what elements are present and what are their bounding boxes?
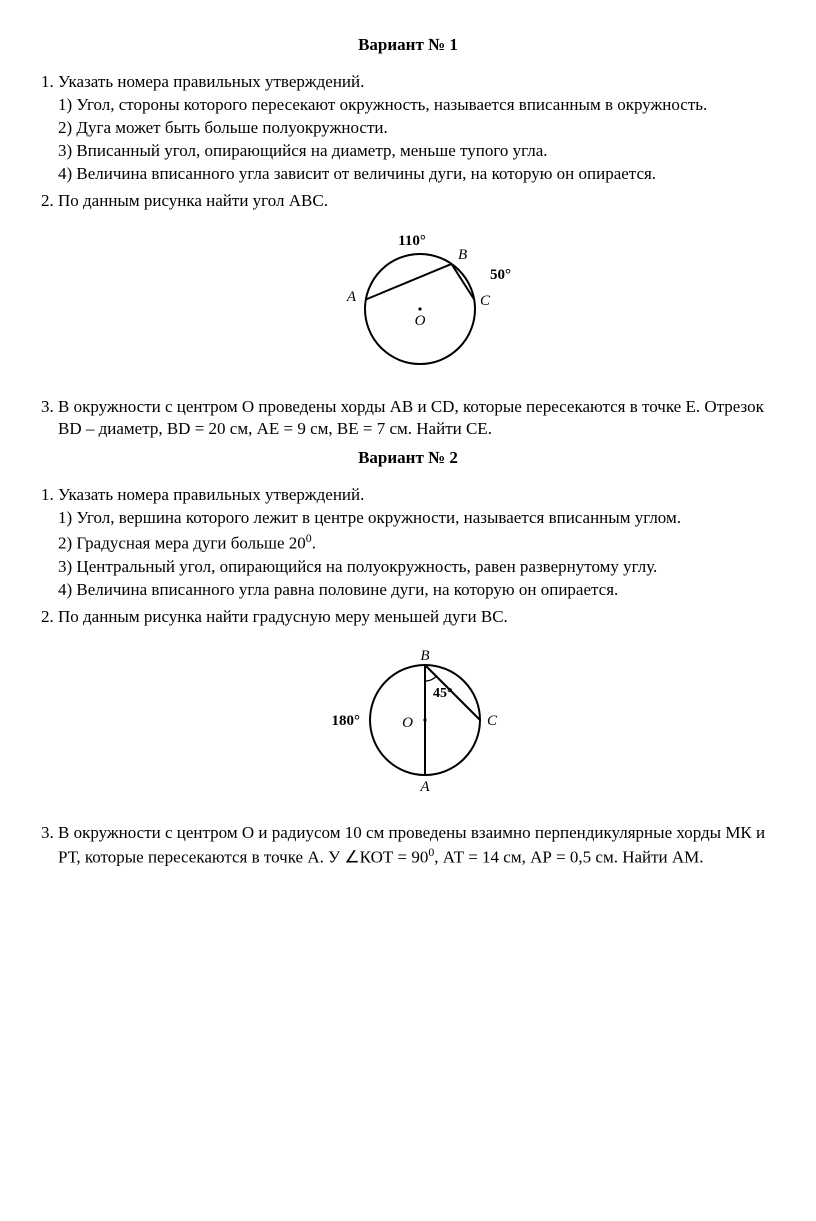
v2-q1-intro: Указать номера правильных утверждений.: [58, 485, 364, 504]
v2-q3-c: , АТ = 14 см, АР = 0,5 см. Найти АМ.: [434, 848, 703, 867]
v1-q1-s2: 2) Дуга может быть больше полуокружности…: [58, 117, 782, 140]
fig1-label-o: O: [415, 313, 426, 329]
v1-q3-text: В окружности с центром О проведены хорды…: [58, 397, 764, 439]
fig2-angle45: 45°: [433, 686, 453, 701]
v1-q1-s3: 3) Вписанный угол, опирающийся на диамет…: [58, 140, 782, 163]
fig2-arc180: 180°: [332, 713, 361, 729]
v2-q1-s3: 3) Центральный угол, опирающийся на полу…: [58, 556, 782, 579]
variant2-title: Вариант № 2: [34, 447, 782, 470]
circle-diagram-2: B A C O 45° 180°: [320, 635, 520, 805]
fig1-label-b: B: [458, 247, 467, 263]
fig1-arc110: 110°: [398, 233, 426, 249]
circle-diagram-1: A B C O 110° 50°: [320, 219, 520, 379]
fig1-label-c: C: [480, 293, 491, 309]
v1-q1-intro: Указать номера правильных утверждений.: [58, 72, 364, 91]
v2-q2-text: По данным рисунка найти градусную меру м…: [58, 607, 508, 626]
v1-q1: Указать номера правильных утверждений. 1…: [58, 71, 782, 186]
v2-q2: По данным рисунка найти градусную меру м…: [58, 606, 782, 812]
variant2-tasks: Указать номера правильных утверждений. 1…: [34, 484, 782, 870]
v2-q1-s2: 2) Градусная мера дуги больше 200.: [58, 530, 782, 556]
v2-q1-s4: 4) Величина вписанного угла равна полови…: [58, 579, 782, 602]
v2-figure: B A C O 45° 180°: [58, 635, 782, 812]
fig1-label-a: A: [346, 289, 357, 305]
v1-q2-text: По данным рисунка найти угол АВС.: [58, 191, 328, 210]
variant1-title: Вариант № 1: [34, 34, 782, 57]
v2-q1-s1: 1) Угол, вершина которого лежит в центре…: [58, 507, 782, 530]
fig2-label-a: A: [419, 779, 430, 795]
v2-q1-s2-a: 2) Градусная мера дуги больше 20: [58, 534, 306, 553]
v1-q3: В окружности с центром О проведены хорды…: [58, 396, 782, 442]
v1-q1-s1: 1) Угол, стороны которого пересекают окр…: [58, 94, 782, 117]
fig2-label-o: O: [402, 715, 413, 731]
variant1-tasks: Указать номера правильных утверждений. 1…: [34, 71, 782, 441]
fig1-arc50: 50°: [490, 267, 511, 283]
fig2-label-c: C: [487, 713, 498, 729]
v2-q1-s2-c: .: [312, 534, 316, 553]
v1-q1-s4: 4) Величина вписанного угла зависит от в…: [58, 163, 782, 186]
v1-q2: По данным рисунка найти угол АВС. A B C …: [58, 190, 782, 386]
fig2-label-b: B: [420, 648, 429, 664]
v2-q1: Указать номера правильных утверждений. 1…: [58, 484, 782, 601]
v1-figure: A B C O 110° 50°: [58, 219, 782, 386]
v2-q3: В окружности с центром О и радиусом 10 с…: [58, 822, 782, 871]
